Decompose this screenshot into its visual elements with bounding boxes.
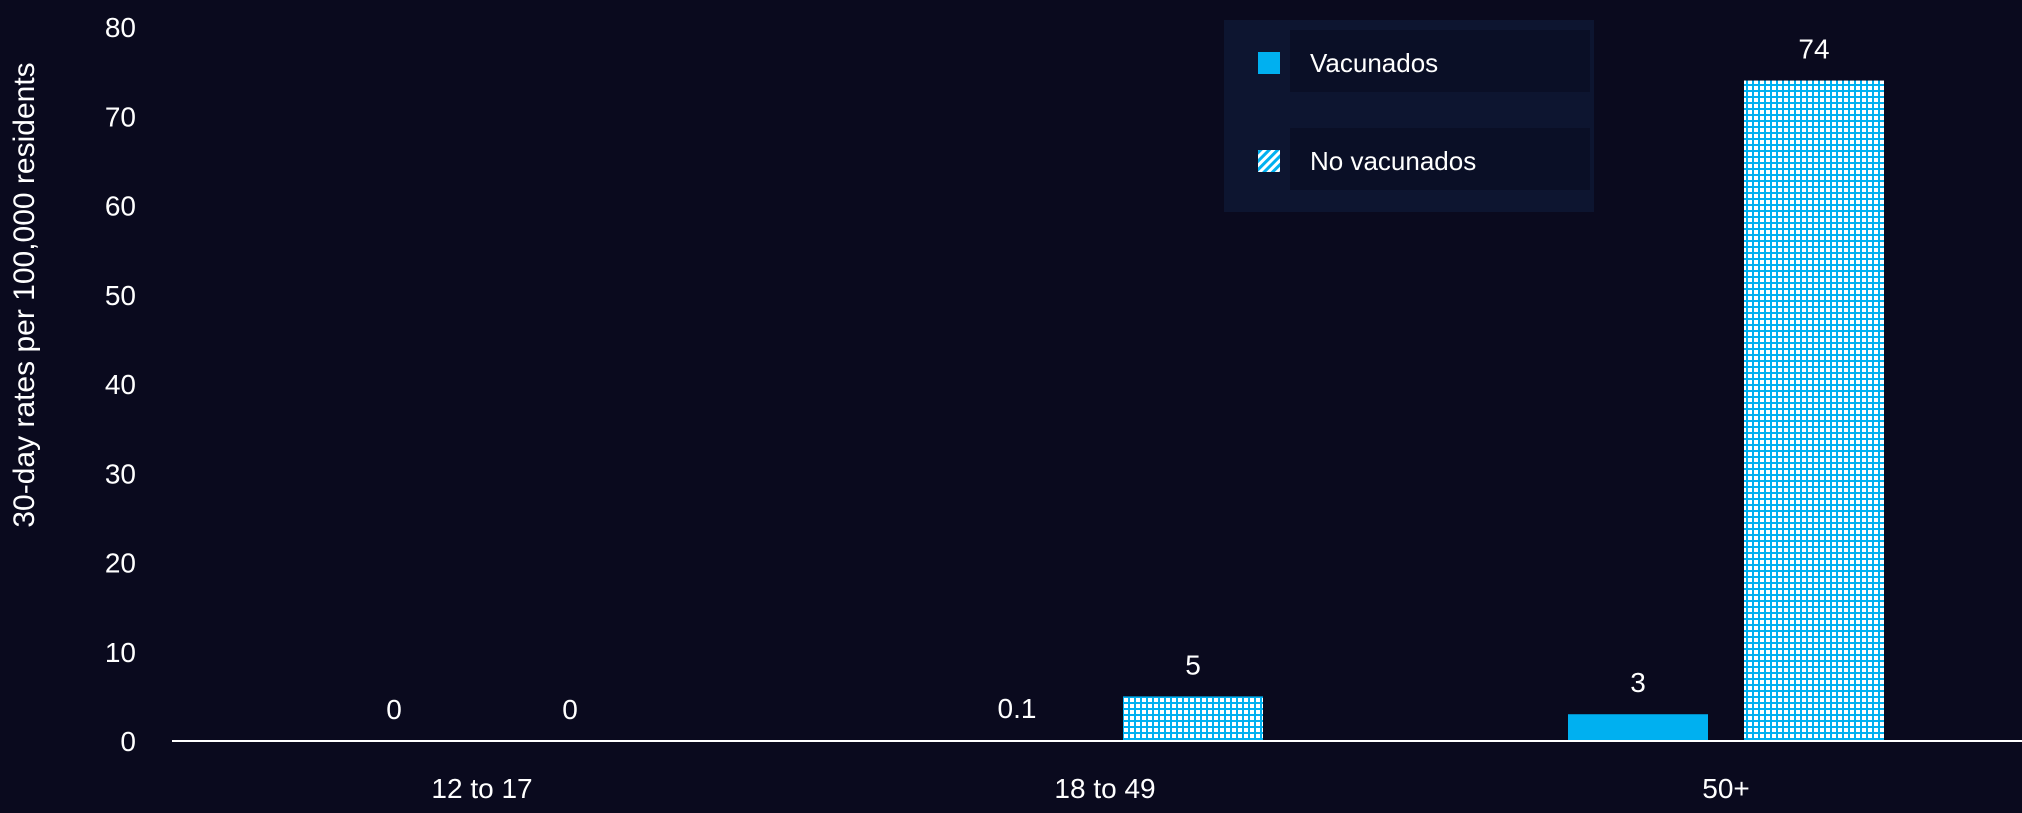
bar-vacunados-2: [1568, 714, 1708, 741]
y-tick-label: 60: [105, 191, 136, 222]
y-tick-label: 30: [105, 458, 136, 489]
y-tick-label: 40: [105, 369, 136, 400]
legend-item-background-no-vacunados: [1290, 128, 1590, 190]
legend: Vacunados No vacunados: [1224, 20, 1594, 212]
y-tick-label: 10: [105, 637, 136, 668]
y-tick-label: 20: [105, 548, 136, 579]
bars: [947, 80, 1884, 742]
legend-item-background-vacunados: [1290, 30, 1590, 92]
legend-label-no-vacunados: No vacunados: [1310, 146, 1476, 176]
bar-value-label: 5: [1185, 649, 1201, 680]
y-tick-label: 50: [105, 280, 136, 311]
y-axis-ticks: 0 10 20 30 40 50 60 70 80: [105, 12, 136, 757]
legend-swatch-vacunados: [1258, 52, 1280, 74]
legend-swatch-no-vacunados: [1258, 150, 1280, 172]
bar-value-label: 3: [1630, 667, 1646, 698]
x-category-label: 12 to 17: [431, 773, 532, 804]
bar-value-label: 0.1: [998, 693, 1037, 724]
y-axis-title: 30-day rates per 100,000 residents: [8, 62, 41, 527]
bar-no-vacunados-1: [1123, 696, 1263, 741]
bar-value-label: 74: [1798, 34, 1829, 65]
x-axis-category-labels: 12 to 17 18 to 49 50+: [431, 773, 1749, 804]
y-tick-label: 0: [120, 726, 136, 757]
bar-value-label: 0: [562, 694, 578, 725]
y-tick-label: 70: [105, 101, 136, 132]
y-tick-label: 80: [105, 12, 136, 43]
x-category-label: 50+: [1702, 773, 1750, 804]
legend-label-vacunados: Vacunados: [1310, 48, 1438, 78]
bar-value-labels: 0 0 0.1 5 3 74: [386, 34, 1829, 725]
bar-no-vacunados-2: [1744, 80, 1884, 742]
bar-value-label: 0: [386, 694, 402, 725]
x-category-label: 18 to 49: [1054, 773, 1155, 804]
